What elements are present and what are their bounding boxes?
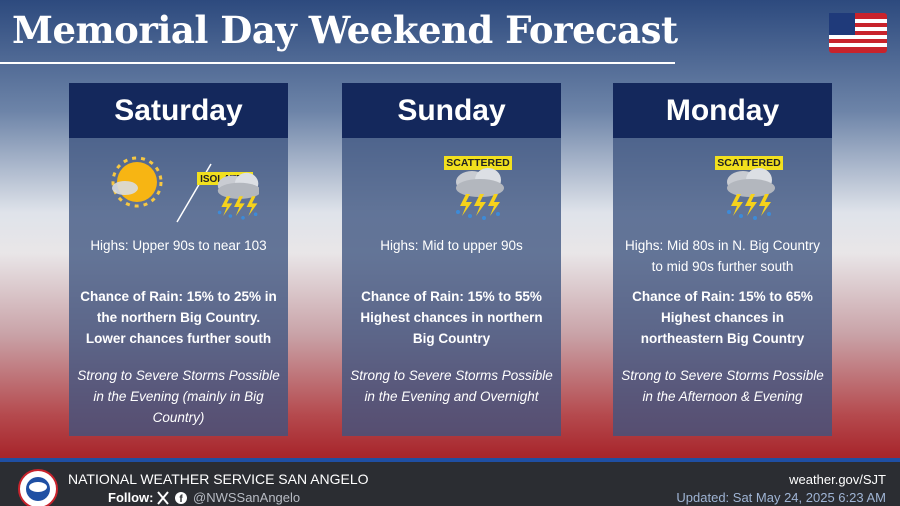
svg-text:f: f: [179, 494, 183, 505]
us-flag: [829, 13, 887, 53]
follow-label: Follow:: [108, 490, 154, 505]
title: Memorial Day Weekend Forecast: [12, 8, 678, 52]
updated-time: Updated: Sat May 24, 2025 6:23 AM: [676, 490, 886, 505]
day-card: Monday SCATTERED Highs: Mid 80s in N. Bi…: [613, 83, 832, 436]
storm-note: Strong to Severe Storms Possible in the …: [350, 368, 553, 404]
storm-note: Strong to Severe Storms Possible in the …: [77, 368, 280, 425]
nws-logo: [18, 469, 58, 506]
weather-icon: ISOLATED: [111, 156, 259, 223]
weather-icon: SCATTERED: [443, 156, 512, 220]
day-card: Sunday SCATTERED Highs: Mid to upper 90s…: [342, 83, 561, 436]
day-card: Saturday ISOLATED Highs: Upper 90s to ne…: [69, 83, 288, 436]
day-name: Saturday: [69, 83, 288, 138]
rain-chance: Chance of Rain: 15% to 65% Highest chanc…: [632, 289, 813, 346]
rain-chance: Chance of Rain: 15% to 55% Highest chanc…: [360, 289, 543, 346]
highs: Highs: Upper 90s to near 103: [90, 238, 267, 253]
social-handle: @NWSSanAngelo: [193, 490, 301, 505]
footer: NATIONAL WEATHER SERVICE SAN ANGELO Foll…: [0, 458, 900, 506]
title-rule: [0, 62, 675, 64]
website: weather.gov/SJT: [789, 472, 886, 487]
badge: SCATTERED: [446, 157, 510, 169]
storm-note: Strong to Severe Storms Possible in the …: [621, 368, 824, 404]
day-name: Sunday: [342, 83, 561, 138]
weather-icon: SCATTERED: [714, 156, 783, 220]
social-icons: f: [157, 491, 187, 505]
badge: SCATTERED: [717, 157, 781, 169]
rain-chance: Chance of Rain: 15% to 25% in the northe…: [80, 289, 277, 346]
office-name: NATIONAL WEATHER SERVICE SAN ANGELO: [68, 471, 369, 487]
highs: Highs: Mid to upper 90s: [380, 238, 523, 253]
highs: Highs: Mid 80s in N. Big Country to mid …: [624, 238, 821, 274]
day-name: Monday: [613, 83, 832, 138]
